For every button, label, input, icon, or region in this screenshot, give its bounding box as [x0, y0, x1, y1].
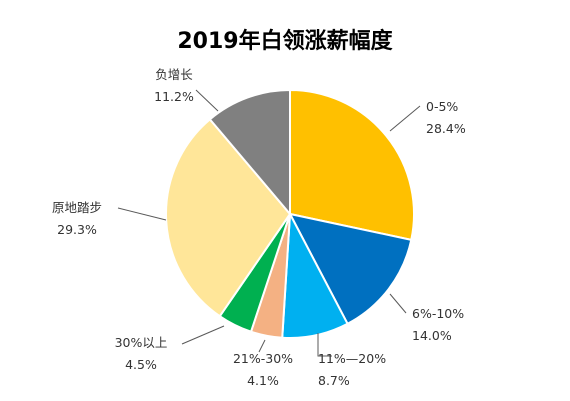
leader-line-3: [258, 339, 266, 353]
slice-label-name-1: 6%-10%: [412, 306, 464, 321]
pie-slice-6: [208, 88, 291, 217]
slice-label-name-5: 原地踏步: [52, 200, 102, 215]
leader-line-1: [389, 293, 407, 314]
leader-line-2: [317, 333, 332, 357]
slice-label-name-2: 11%—20%: [318, 351, 386, 366]
pie-slices: [165, 88, 415, 340]
slice-label-value-4: 4.5%: [125, 357, 157, 372]
slice-label-value-1: 14.0%: [412, 328, 452, 343]
leader-line-6: [195, 89, 219, 112]
leader-line-4: [181, 325, 225, 345]
chart-title: 2019年白领涨薪幅度: [177, 28, 393, 54]
leader-lines: [117, 89, 421, 357]
slice-label-value-2: 8.7%: [318, 373, 350, 388]
slice-label-name-4: 30%以上: [115, 335, 168, 350]
leader-line-0: [389, 105, 421, 132]
pie-slice-5: [165, 117, 292, 318]
pie-slice-1: [288, 212, 413, 326]
slice-label-value-3: 4.1%: [247, 373, 279, 388]
slice-label-name-6: 负增长: [155, 67, 193, 82]
slice-label-value-0: 28.4%: [426, 121, 466, 136]
slice-label-name-3: 21%-30%: [233, 351, 293, 366]
slice-label-name-0: 0-5%: [426, 99, 458, 114]
pie-slice-0: [289, 88, 415, 242]
slice-label-value-6: 11.2%: [154, 89, 194, 104]
data-labels: 0-5% 28.4% 6%-10% 14.0% 11%—20% 8.7% 21%-30% 4.…: [52, 67, 466, 388]
slice-label-value-5: 29.3%: [57, 222, 97, 237]
leader-line-5: [117, 207, 167, 221]
